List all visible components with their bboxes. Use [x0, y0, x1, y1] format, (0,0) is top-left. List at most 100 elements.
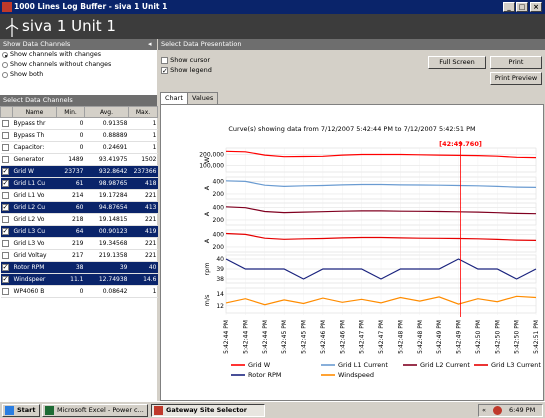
channel-checkbox[interactable]: [1, 203, 9, 211]
checkbox-cell[interactable]: [0, 165, 13, 178]
cell-min: 61: [56, 177, 85, 190]
y-tick-label: 14: [216, 291, 224, 298]
checkbox-cell[interactable]: [0, 273, 13, 286]
checkbox-cell[interactable]: [0, 129, 13, 142]
checkbox-cell[interactable]: [0, 213, 13, 226]
taskbar-item-excel[interactable]: Microsoft Excel - Power c...: [42, 404, 148, 417]
chart-area: Curve(s) showing data from 7/12/2007 5:4…: [160, 104, 544, 401]
checkbox-cell[interactable]: [0, 261, 13, 274]
channel-checkbox[interactable]: [1, 216, 9, 223]
channel-checkbox[interactable]: [1, 132, 9, 139]
series-line: [225, 232, 537, 241]
column-header[interactable]: Min.: [56, 106, 85, 118]
full-screen-button[interactable]: Full Screen: [428, 56, 486, 69]
taskbar-item-gateway[interactable]: Gateway Site Selector: [151, 404, 265, 417]
app-icon: [2, 2, 12, 12]
column-header[interactable]: Max.: [128, 106, 158, 118]
channel-checkbox[interactable]: [1, 120, 9, 127]
checkbox-cell[interactable]: [0, 189, 13, 202]
select-data-channels-header: Select Data Channels: [0, 95, 157, 106]
channel-checkbox[interactable]: [1, 252, 9, 259]
start-button[interactable]: Start: [2, 404, 40, 417]
channel-checkbox[interactable]: [1, 240, 9, 247]
cell-max: 1: [128, 117, 158, 130]
cell-max: 221: [128, 213, 158, 226]
checkbox-cell[interactable]: [0, 177, 13, 190]
checkbox-cell[interactable]: [0, 141, 13, 154]
x-tick-label: 5:42:46 PM: [339, 320, 346, 354]
table-row[interactable]: Grid L2 Vo 218 19.14815 221: [0, 213, 158, 226]
x-tick-label: 5:42:47 PM: [378, 320, 385, 354]
table-row[interactable]: Bypass Th 0 0.88889 1: [0, 129, 158, 142]
cell-min: 218: [56, 213, 85, 226]
tab-chart[interactable]: Chart: [160, 92, 188, 104]
print-preview-button[interactable]: Print Preview: [490, 72, 542, 85]
checkbox-cell[interactable]: [0, 153, 13, 166]
channel-checkbox[interactable]: [1, 167, 9, 175]
collapse-arrow-icon[interactable]: ◂: [148, 40, 152, 48]
cell-name: Bypass Th: [12, 129, 57, 142]
y-tick-label: 38: [216, 276, 224, 283]
series-line: [225, 180, 537, 188]
show-legend-option[interactable]: Show legend: [161, 65, 212, 76]
channel-checkbox[interactable]: [1, 156, 9, 163]
show-option[interactable]: Show both: [0, 70, 157, 80]
cell-min: 38: [56, 261, 85, 274]
show-cursor-checkbox[interactable]: [161, 56, 168, 64]
checkbox-cell[interactable]: [0, 249, 13, 262]
checkbox-cell[interactable]: [0, 201, 13, 214]
cell-max: 221: [128, 249, 158, 262]
minimize-button[interactable]: _: [503, 2, 515, 12]
close-button[interactable]: ×: [530, 2, 542, 12]
tab-values[interactable]: Values: [187, 92, 219, 104]
table-row[interactable]: Grid Voltay 217 219.1358 221: [0, 249, 158, 262]
table-row[interactable]: Grid L1 Vo 214 19.17284 221: [0, 189, 158, 202]
show-legend-checkbox[interactable]: [161, 66, 168, 76]
channel-checkbox[interactable]: [1, 263, 9, 271]
channel-checkbox[interactable]: [1, 275, 9, 283]
show-option[interactable]: Show channels without changes: [0, 60, 157, 70]
checkbox-cell[interactable]: [0, 285, 13, 298]
table-row[interactable]: Generator 1489 93.41975 1502: [0, 153, 158, 166]
channel-checkbox[interactable]: [1, 288, 9, 295]
cell-min: 23737: [56, 165, 85, 178]
column-header[interactable]: Avg.: [84, 106, 129, 118]
table-row[interactable]: WP4060 B 0 0.08642 1: [0, 285, 158, 298]
cell-avg: 19.34568: [84, 237, 129, 250]
column-header[interactable]: Name: [12, 106, 57, 118]
radio-button[interactable]: [2, 62, 8, 68]
cell-name: Grid L1 Cu: [12, 177, 57, 190]
y-tick-label: 200: [213, 191, 225, 198]
cell-name: Capacitor:: [12, 141, 57, 154]
show-cursor-option[interactable]: Show cursor: [161, 55, 210, 65]
radio-button[interactable]: [2, 52, 8, 58]
channel-checkbox[interactable]: [1, 144, 9, 151]
chart-svg: Curve(s) showing data from 7/12/2007 5:4…: [199, 125, 541, 379]
show-option[interactable]: Show channels with changes: [0, 50, 157, 60]
cell-max: 418: [128, 177, 158, 190]
table-row[interactable]: Grid L3 Vo 219 19.34568 221: [0, 237, 158, 250]
tray-expand-icon[interactable]: «: [482, 406, 486, 414]
cell-name: Grid L1 Vo: [12, 189, 57, 202]
table-row[interactable]: Bypass thr 0 0.91358 1: [0, 117, 158, 130]
checkbox-cell[interactable]: [0, 225, 13, 238]
radio-button[interactable]: [2, 72, 8, 78]
channel-checkbox[interactable]: [1, 227, 9, 235]
channel-checkbox[interactable]: [1, 179, 9, 187]
checkbox-cell[interactable]: [0, 237, 13, 250]
maximize-button[interactable]: □: [516, 2, 528, 12]
legend-label: Windspeed: [338, 371, 374, 379]
checkbox-cell[interactable]: [0, 117, 13, 130]
print-button[interactable]: Print: [490, 56, 542, 69]
x-tick-label: 5:42:50 PM: [475, 320, 482, 354]
cell-min: 217: [56, 249, 85, 262]
channel-checkbox[interactable]: [1, 192, 9, 199]
shield-icon[interactable]: [493, 406, 502, 415]
table-row[interactable]: Capacitor: 0 0.24691 1: [0, 141, 158, 154]
